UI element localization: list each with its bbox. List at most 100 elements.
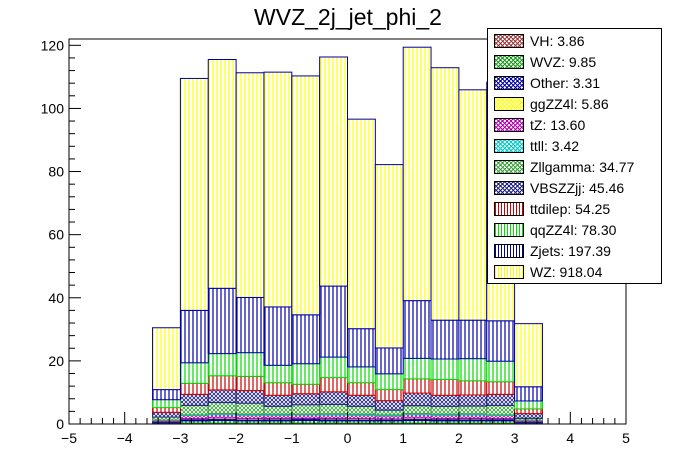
x-tick-label: 2 [455,430,463,446]
bar-segment [402,357,432,380]
bar-segment [514,408,543,415]
bar-segment [374,164,404,349]
bar-segment [458,89,488,321]
x-tick-label: −4 [117,430,133,446]
bar-segment [402,392,432,407]
x-tick-label: −1 [284,430,300,446]
series-9 [152,352,543,410]
y-tick-label: 0 [56,416,64,432]
x-tick-label: 4 [566,430,574,446]
x-tick-label: 5 [622,430,630,446]
bar-segment [514,386,543,402]
bar-segment [486,381,516,395]
bar-segment [179,309,209,364]
legend-entry: VBSZZjj: 45.46 [488,178,663,199]
bar-segment [319,377,348,393]
legend-entry: ttdilep: 54.25 [488,199,663,220]
bar-segment [347,394,376,407]
bar-segment [458,380,488,396]
legend-label: Other: 3.31 [530,75,601,91]
bar-segment [235,390,265,404]
bar-segment [152,389,181,401]
legend-label: Zjets: 197.39 [530,243,611,259]
bar-segment [291,314,321,365]
bar-segment [402,46,432,302]
bar-segment [152,399,181,409]
bar-segment [514,413,543,419]
bar-segment [374,373,404,391]
legend-swatch [494,202,524,216]
legend-entry: WZ: 918.04 [488,262,663,283]
legend-label: ttll: 3.42 [530,138,580,154]
bar-segment [347,366,376,384]
y-tick-label: 100 [41,100,65,116]
x-tick-label: 1 [399,430,407,446]
legend-entry: qqZZ4l: 78.30 [488,220,663,241]
bar-segment [374,347,404,375]
x-tick-label: −2 [228,430,244,446]
bar-segment [235,296,265,354]
bar-segment [430,405,460,415]
bar-segment [458,394,488,407]
bar-segment [402,414,432,419]
bar-segment [235,402,265,415]
bar-segment [430,319,460,360]
legend-swatch [494,160,524,174]
bar-segment [152,411,181,418]
bar-segment [291,75,321,316]
y-tick-label: 40 [48,290,64,306]
legend-swatch [494,118,524,132]
bar-segment [486,404,516,416]
series-7 [152,389,543,419]
bar-segment [235,414,265,420]
bar-segment [458,319,488,360]
bar-segment [152,407,181,413]
bar-segment [319,356,348,379]
bar-segment [486,320,516,362]
bar-segment [207,59,237,289]
legend-swatch [494,76,524,90]
legend-swatch [494,139,524,153]
bar-segment [347,328,376,368]
bar-segment [179,362,209,384]
bar-segment [319,285,348,358]
series-11 [152,46,543,391]
bar-segment [207,402,237,415]
x-tick-label: 0 [344,430,352,446]
bar-segment [430,394,460,407]
series-4 [152,414,543,423]
bar-segment [207,353,237,377]
bar-segment [374,400,404,411]
bar-segment [514,323,543,388]
series-10 [152,285,543,402]
bar-segment [179,382,209,395]
bar-segment [374,409,404,416]
y-tick-label: 120 [41,37,65,53]
bar-segment [263,364,293,384]
legend-label: VBSZZjj: 45.46 [530,180,625,196]
bar-segment [374,389,404,402]
bar-segment [263,394,293,407]
y-tick-label: 80 [48,164,64,180]
legend-swatch [494,97,524,111]
legend-entry: Other: 3.31 [488,73,663,94]
bar-segment [291,383,321,395]
legend-swatch [494,181,524,195]
bar-segment [319,56,348,287]
bar-segment [291,414,321,419]
legend-label: ggZZ4l: 5.86 [530,96,609,112]
bar-segment [291,363,321,385]
bar-segment [402,378,432,394]
legend-label: WZ: 918.04 [530,264,603,280]
legend-entry: ttll: 3.42 [488,136,663,157]
bar-segment [430,67,460,321]
legend-label: ttdilep: 54.25 [530,201,611,217]
bar-segment [458,414,488,419]
legend-swatch [494,34,524,48]
bar-segment [430,414,460,420]
bar-segment [179,77,209,311]
y-tick-label: 60 [48,227,64,243]
bar-segment [319,391,348,405]
legend-label: qqZZ4l: 78.30 [530,222,617,238]
